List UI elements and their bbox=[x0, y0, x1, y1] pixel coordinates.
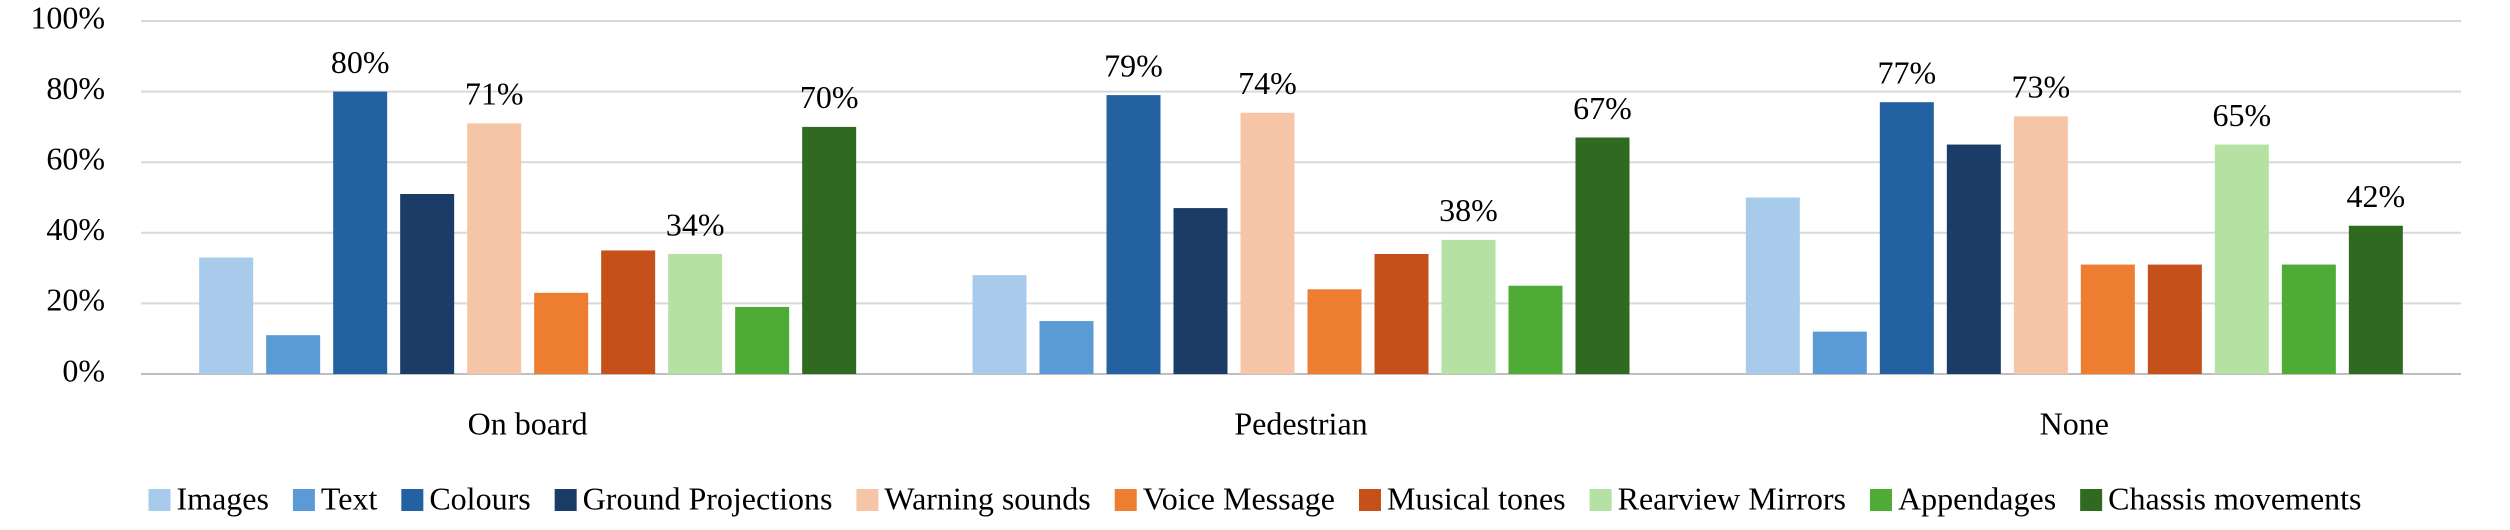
legend-label: Appendages bbox=[1898, 480, 2056, 516]
value-label: 80% bbox=[331, 44, 390, 80]
legend-label: Warning sounds bbox=[884, 480, 1090, 516]
bar bbox=[1106, 95, 1161, 374]
bar bbox=[601, 250, 656, 374]
value-label: 77% bbox=[1878, 55, 1937, 91]
bar bbox=[735, 306, 790, 374]
bar bbox=[1812, 331, 1867, 374]
x-tick-label: Pedestrian bbox=[1234, 405, 1367, 441]
bar bbox=[1441, 239, 1496, 374]
legend-label: Images bbox=[177, 480, 269, 516]
legend-swatch bbox=[292, 489, 315, 511]
legend-label: Musical tones bbox=[1387, 480, 1566, 516]
legend-swatch bbox=[1589, 489, 1612, 511]
value-label: 79% bbox=[1104, 47, 1163, 83]
legend-label: Rearview Mirrors bbox=[1618, 480, 1846, 516]
value-label: 67% bbox=[1573, 90, 1632, 126]
legend-swatch bbox=[401, 489, 424, 511]
legend-label: Ground Projections bbox=[583, 480, 833, 516]
bar bbox=[2214, 144, 2269, 374]
bar bbox=[802, 126, 857, 375]
value-label: 42% bbox=[2347, 178, 2406, 214]
bar bbox=[1307, 289, 1362, 374]
bar bbox=[1879, 102, 1934, 374]
bar bbox=[1374, 253, 1429, 374]
value-label: 70% bbox=[800, 79, 859, 115]
legend-swatch bbox=[2080, 489, 2103, 511]
bar bbox=[199, 257, 254, 374]
bar bbox=[266, 335, 321, 374]
y-tick-label: 80% bbox=[46, 70, 105, 106]
bar bbox=[333, 91, 388, 374]
y-tick-label: 20% bbox=[46, 282, 105, 318]
value-label: 73% bbox=[2012, 69, 2071, 105]
bar bbox=[668, 253, 723, 374]
bar bbox=[534, 292, 589, 374]
legend-swatch bbox=[148, 489, 171, 511]
legend-swatch bbox=[1114, 489, 1137, 511]
bar bbox=[467, 123, 522, 375]
value-label: 65% bbox=[2213, 97, 2272, 133]
bar bbox=[2013, 116, 2068, 374]
legend-swatch bbox=[1869, 489, 1892, 511]
legend-label: Voice Message bbox=[1143, 480, 1335, 516]
legend-label: Text bbox=[321, 480, 378, 516]
bar bbox=[400, 193, 455, 374]
legend-label: Chassis movements bbox=[2108, 480, 2361, 516]
bar bbox=[2080, 264, 2135, 374]
bar bbox=[1508, 285, 1563, 374]
bar bbox=[2281, 264, 2336, 374]
bar bbox=[1946, 144, 2001, 374]
value-label: 71% bbox=[465, 76, 524, 112]
legend-swatch bbox=[856, 489, 879, 511]
x-tick-label: None bbox=[2040, 405, 2109, 441]
bar bbox=[2147, 264, 2202, 374]
y-tick-label: 40% bbox=[46, 211, 105, 247]
value-label: 34% bbox=[666, 206, 725, 242]
y-tick-label: 0% bbox=[62, 352, 105, 388]
bar bbox=[1240, 112, 1295, 374]
y-tick-label: 60% bbox=[46, 141, 105, 177]
x-tick-label: On board bbox=[468, 405, 588, 441]
legend-swatch bbox=[554, 489, 577, 511]
legend-label: Colours bbox=[429, 480, 530, 516]
value-label: 38% bbox=[1439, 192, 1498, 228]
legend-swatch bbox=[1358, 489, 1381, 511]
bar bbox=[1173, 208, 1228, 374]
bar bbox=[2348, 225, 2403, 374]
value-label: 74% bbox=[1238, 65, 1297, 101]
bar bbox=[1039, 321, 1094, 374]
y-tick-label: 100% bbox=[30, 0, 105, 35]
bar bbox=[1575, 137, 1630, 374]
bar bbox=[972, 275, 1027, 374]
bar bbox=[1745, 197, 1800, 374]
